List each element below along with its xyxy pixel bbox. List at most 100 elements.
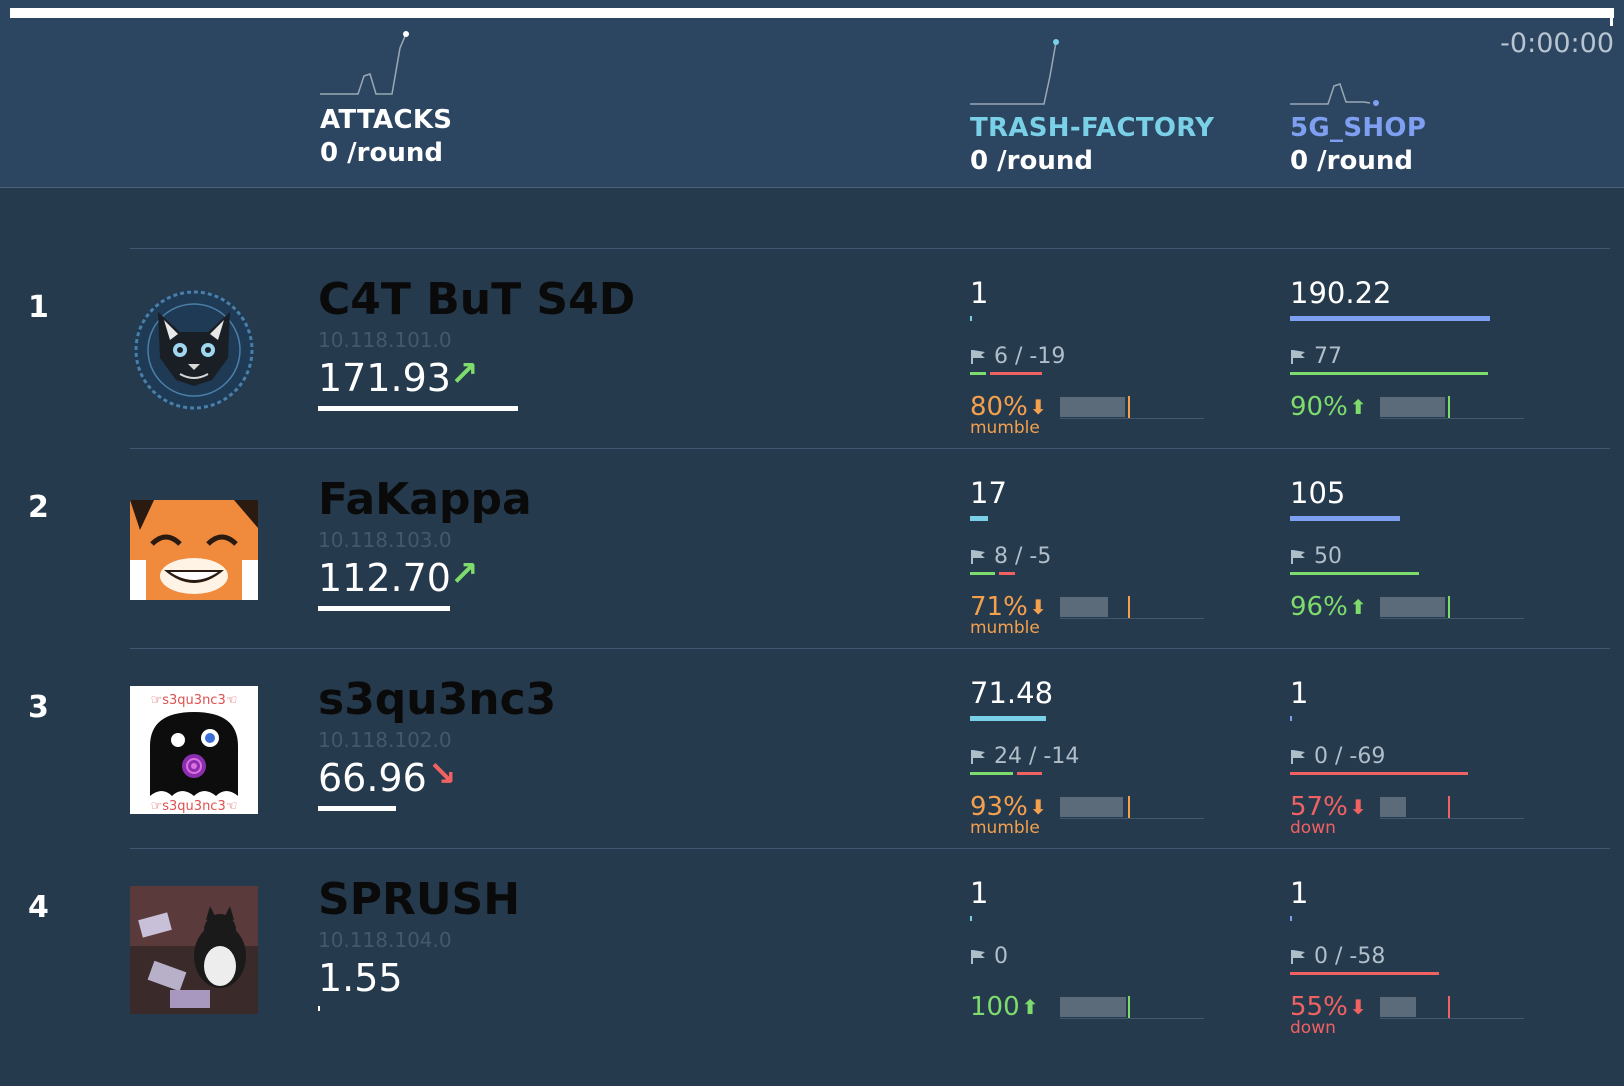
arrow-up-icon: ⬆ xyxy=(1349,395,1367,419)
service-flags: 77 xyxy=(1290,344,1342,369)
flag-icon xyxy=(971,549,985,564)
flag-icon xyxy=(971,349,985,364)
flag-attack-bar xyxy=(1290,572,1419,575)
flag-icon xyxy=(1291,349,1305,364)
service-sla-history xyxy=(1380,596,1524,619)
round-progress-bar xyxy=(10,8,1614,18)
service-points-bar xyxy=(970,716,1046,721)
service-flags: 8 / -5 xyxy=(970,544,1051,569)
team-logo-s3qu3nc3: ☞s3qu3nc3☜ ☞s3qu3nc3☜ xyxy=(130,686,258,814)
service-sla: 90% ⬆ xyxy=(1290,392,1367,422)
sla-history-bar xyxy=(1380,597,1445,617)
team-rank: 2 xyxy=(28,490,49,525)
round-timer: -0:00:00 xyxy=(1500,28,1614,59)
service-points-bar xyxy=(1290,516,1400,521)
sla-history-marker xyxy=(1448,796,1450,818)
arrow-up-right-icon: ↗ xyxy=(450,354,479,394)
team-logo-c4t-but-s4d xyxy=(130,286,258,414)
trash-factory-per-round: 0 /round xyxy=(970,146,1093,176)
flag-attack-bar xyxy=(970,772,1013,775)
service-flags-text: 24 / -14 xyxy=(994,744,1080,769)
service-points-bar xyxy=(1290,716,1292,721)
team-ip: 10.118.101.0 xyxy=(318,328,452,352)
service-flags: 0 / -69 xyxy=(1290,744,1385,769)
svg-text:☞s3qu3nc3☜: ☞s3qu3nc3☜ xyxy=(151,693,238,708)
service-flags-text: 77 xyxy=(1314,344,1342,369)
scoreboard-header xyxy=(0,0,1624,188)
service-status: mumble xyxy=(970,818,1040,838)
service-points: 71.48 xyxy=(970,676,1054,710)
attacks-sparkline xyxy=(320,31,409,95)
flag-attack-bar xyxy=(970,572,996,575)
service-flags: 6 / -19 xyxy=(970,344,1065,369)
attacks-per-round: 0 /round xyxy=(320,138,443,168)
service-flags-text: 6 / -19 xyxy=(994,344,1066,369)
trash-factory-sparkline xyxy=(970,39,1059,105)
flag-defense-bar xyxy=(1016,772,1042,775)
service-sla-history xyxy=(1380,796,1524,819)
sla-history-bar xyxy=(1380,797,1406,817)
team-ip: 10.118.102.0 xyxy=(318,728,452,752)
team-rank: 3 xyxy=(28,690,49,725)
service-sla: 71% ⬇ xyxy=(970,592,1047,622)
service-flags: 50 xyxy=(1290,544,1342,569)
service-sla-value: 80% xyxy=(970,392,1028,422)
service-sla-value: 55% xyxy=(1290,992,1348,1022)
flag-icon xyxy=(1291,749,1305,764)
flag-defense-bar xyxy=(999,572,1015,575)
service-sla: 57% ⬇ xyxy=(1290,792,1367,822)
service-sla-value: 71% xyxy=(970,592,1028,622)
flag-defense-bar xyxy=(1290,772,1469,775)
service-points-bar xyxy=(970,916,972,921)
team-score: 1.55 xyxy=(318,956,403,1000)
flag-attack-bar xyxy=(970,372,987,375)
column-title-attacks[interactable]: ATTACKS xyxy=(320,105,453,135)
arrow-down-icon: ⬇ xyxy=(1349,795,1367,819)
service-sla-history xyxy=(1060,996,1204,1019)
team-name[interactable]: FaKappa xyxy=(318,474,532,525)
sla-history-bar xyxy=(1380,397,1445,417)
service-sla-history xyxy=(1060,596,1204,619)
service-status: mumble xyxy=(970,618,1040,638)
sla-history-marker xyxy=(1448,596,1450,618)
service-flags-text: 0 / -58 xyxy=(1314,944,1386,969)
arrow-up-icon: ⬆ xyxy=(1349,595,1367,619)
row-separator xyxy=(130,248,1610,249)
service-flags: 24 / -14 xyxy=(970,744,1079,769)
flag-defense-bar xyxy=(990,372,1042,375)
round-progress-marker xyxy=(1610,8,1613,26)
sla-history-marker xyxy=(1448,996,1450,1018)
service-sla: 93% ⬇ xyxy=(970,792,1047,822)
team-score: 112.70 xyxy=(318,556,451,600)
service-points: 1 xyxy=(1290,676,1309,710)
team-name[interactable]: C4T BuT S4D xyxy=(318,274,636,325)
service-sla: 96% ⬆ xyxy=(1290,592,1367,622)
sla-history-marker xyxy=(1128,796,1130,818)
flag-icon xyxy=(1291,949,1305,964)
sla-history-marker xyxy=(1128,996,1130,1018)
arrow-down-icon: ⬇ xyxy=(1349,995,1367,1019)
service-sla: 55% ⬇ xyxy=(1290,992,1367,1022)
service-flags: 0 / -58 xyxy=(1290,944,1385,969)
service-sla: 100 ⬆ xyxy=(970,992,1038,1022)
row-separator xyxy=(130,648,1610,649)
column-title-5g-shop[interactable]: 5G_SHOP xyxy=(1290,113,1427,143)
team-rank: 4 xyxy=(28,890,49,925)
column-title-trash-factory[interactable]: TRASH-FACTORY xyxy=(970,113,1215,143)
service-sla: 80% ⬇ xyxy=(970,392,1047,422)
arrow-down-icon: ⬇ xyxy=(1029,395,1047,419)
arrow-up-icon: ⬆ xyxy=(1021,995,1039,1019)
service-points: 1 xyxy=(970,876,989,910)
arrow-down-right-icon: ↘ xyxy=(428,754,457,794)
flag-attack-bar xyxy=(1290,372,1488,375)
team-name[interactable]: SPRUSH xyxy=(318,874,521,925)
team-ip: 10.118.103.0 xyxy=(318,528,452,552)
team-name[interactable]: s3qu3nc3 xyxy=(318,674,557,725)
sla-history-marker xyxy=(1128,396,1130,418)
sla-history-marker xyxy=(1448,396,1450,418)
service-points: 17 xyxy=(970,476,1007,510)
team-rank: 1 xyxy=(28,290,49,325)
service-points-bar xyxy=(1290,916,1292,921)
sla-history-bar xyxy=(1380,997,1416,1017)
service-sla-value: 100 xyxy=(970,992,1020,1022)
